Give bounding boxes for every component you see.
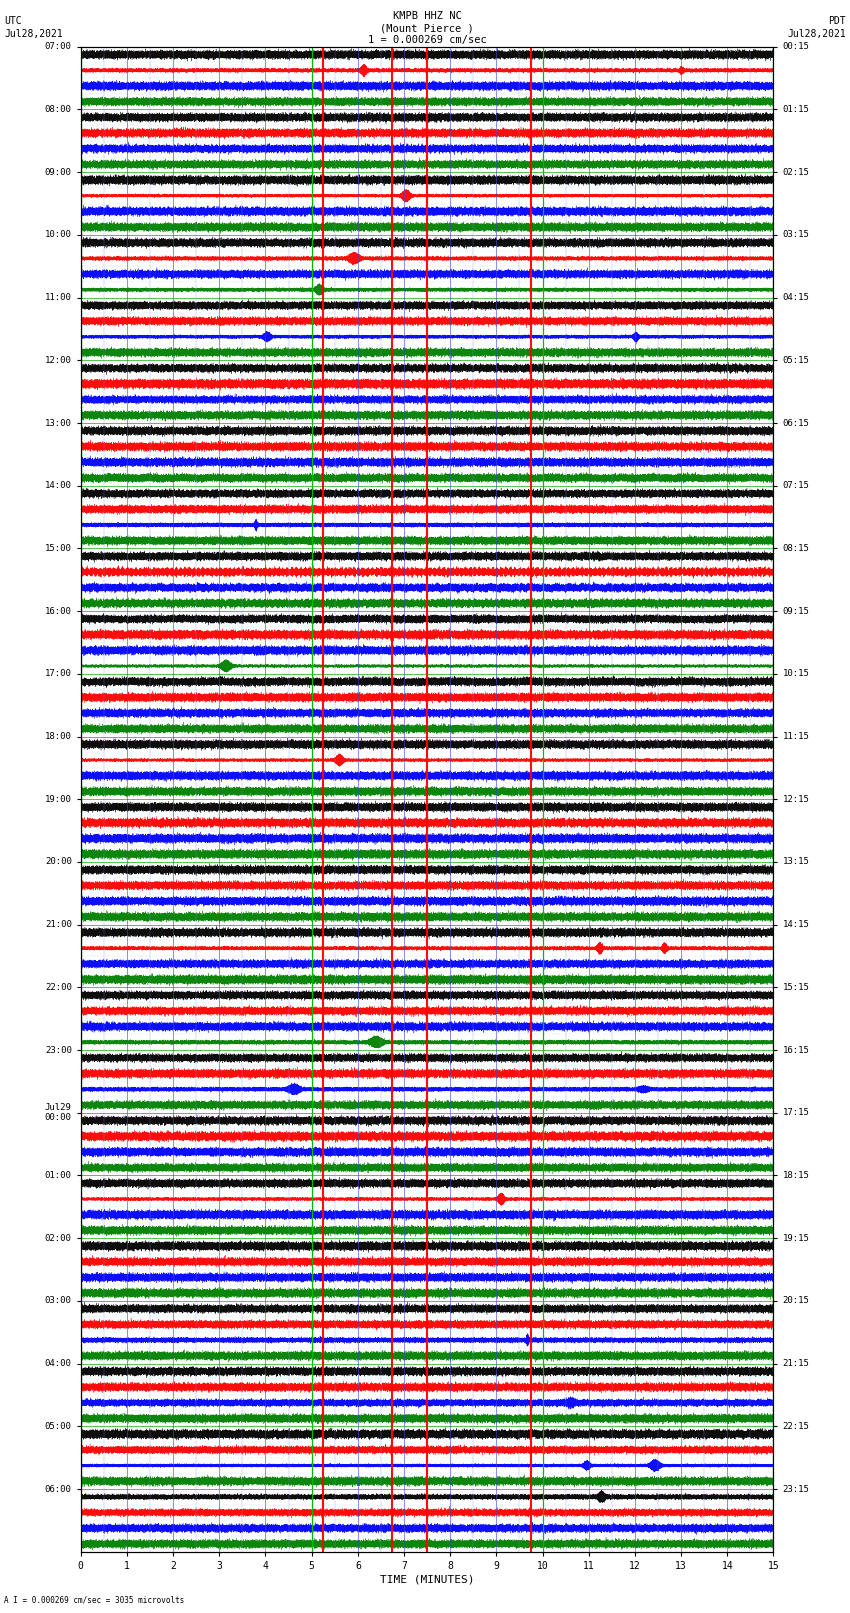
Text: Jul28,2021: Jul28,2021 — [4, 29, 63, 39]
X-axis label: TIME (MINUTES): TIME (MINUTES) — [380, 1574, 474, 1586]
Text: A I = 0.000269 cm/sec = 3035 microvolts: A I = 0.000269 cm/sec = 3035 microvolts — [4, 1595, 184, 1605]
Text: Jul28,2021: Jul28,2021 — [787, 29, 846, 39]
Title: KMPB HHZ NC
(Mount Pierce )
1 = 0.000269 cm/sec: KMPB HHZ NC (Mount Pierce ) 1 = 0.000269… — [368, 11, 486, 45]
Text: UTC: UTC — [4, 16, 22, 26]
Text: PDT: PDT — [828, 16, 846, 26]
